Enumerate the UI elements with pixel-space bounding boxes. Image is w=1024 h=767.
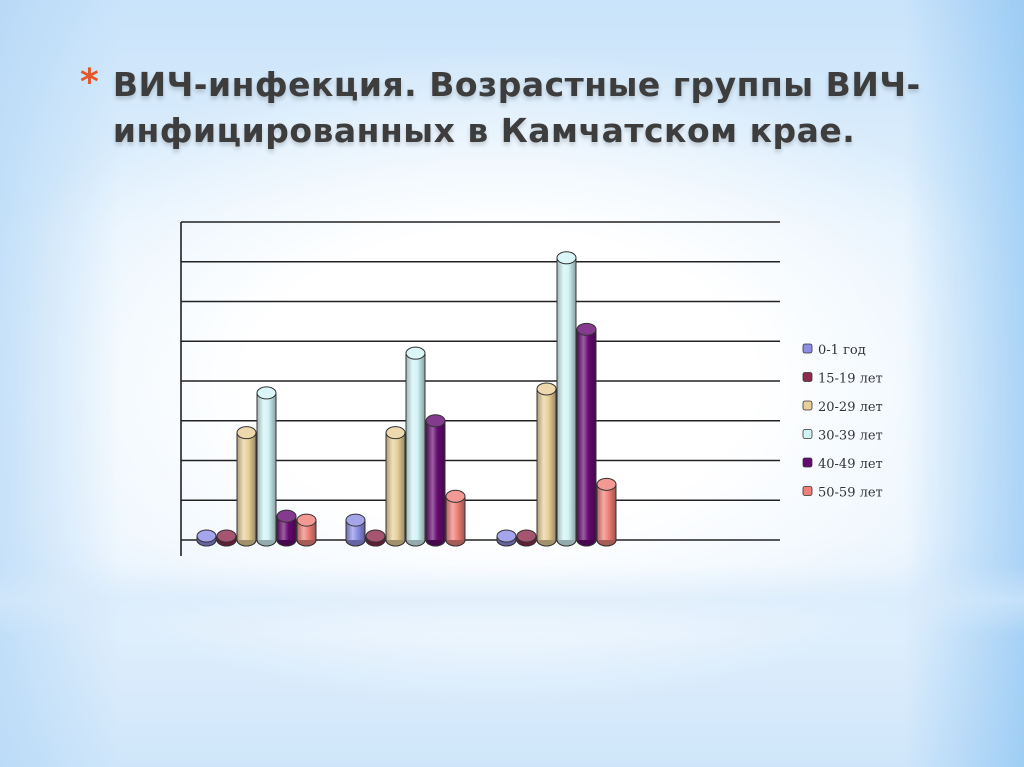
background-left-glow <box>0 0 120 767</box>
bar <box>296 513 317 547</box>
legend-swatch <box>802 343 813 354</box>
legend-swatch <box>802 486 813 496</box>
background-band <box>0 565 1024 635</box>
bar <box>196 529 217 547</box>
legend-label: 40-49 лет <box>818 457 883 472</box>
bar <box>576 322 597 547</box>
bar <box>596 477 617 547</box>
bar <box>425 414 446 547</box>
bar <box>385 426 406 547</box>
legend-label: 30-39 лет <box>818 429 883 444</box>
title-line-1: ВИЧ-инфекция. Возрастные группы ВИЧ- <box>112 65 921 104</box>
background-right-glow <box>904 0 1024 767</box>
legend-swatch <box>802 429 813 439</box>
bar <box>276 509 297 547</box>
bar <box>516 529 537 547</box>
legend-item: 30-39 лет <box>802 429 883 444</box>
legend-swatch <box>802 372 813 382</box>
chart-legend: 0-1 год 15-19 лет 20-29 лет 30-39 лет 40-49 … <box>802 343 883 501</box>
title-line-2: инфицированных в Камчатском крае. <box>112 111 856 150</box>
legend-label: 20-29 лет <box>818 400 883 415</box>
bar <box>445 489 466 547</box>
chart-bars <box>196 251 617 547</box>
bar <box>256 386 277 547</box>
bar <box>216 529 237 547</box>
bar <box>405 346 426 547</box>
bar <box>345 513 366 547</box>
legend-item: 0-1 год <box>802 343 866 358</box>
bar <box>496 529 517 547</box>
legend-label: 15-19 лет <box>818 372 883 387</box>
legend-label: 50-59 лет <box>818 486 883 501</box>
bar <box>236 426 257 547</box>
bar <box>556 251 577 547</box>
bar <box>365 529 386 547</box>
chart-grid <box>180 221 780 556</box>
legend-item: 40-49 лет <box>802 457 883 472</box>
legend-swatch <box>802 400 813 411</box>
title-text: ВИЧ-инфекция. Возрастные группы ВИЧ- инф… <box>113 62 921 154</box>
bar <box>536 382 557 547</box>
legend-item: 15-19 лет <box>802 372 883 387</box>
legend-swatch <box>802 457 813 468</box>
slide-title: * ВИЧ-инфекция. Возрастные группы ВИЧ- и… <box>80 62 980 154</box>
legend-item: 20-29 лет <box>802 400 883 415</box>
legend-item: 50-59 лет <box>802 486 883 501</box>
title-bullet: * <box>80 62 99 103</box>
legend-label: 0-1 год <box>818 343 866 358</box>
